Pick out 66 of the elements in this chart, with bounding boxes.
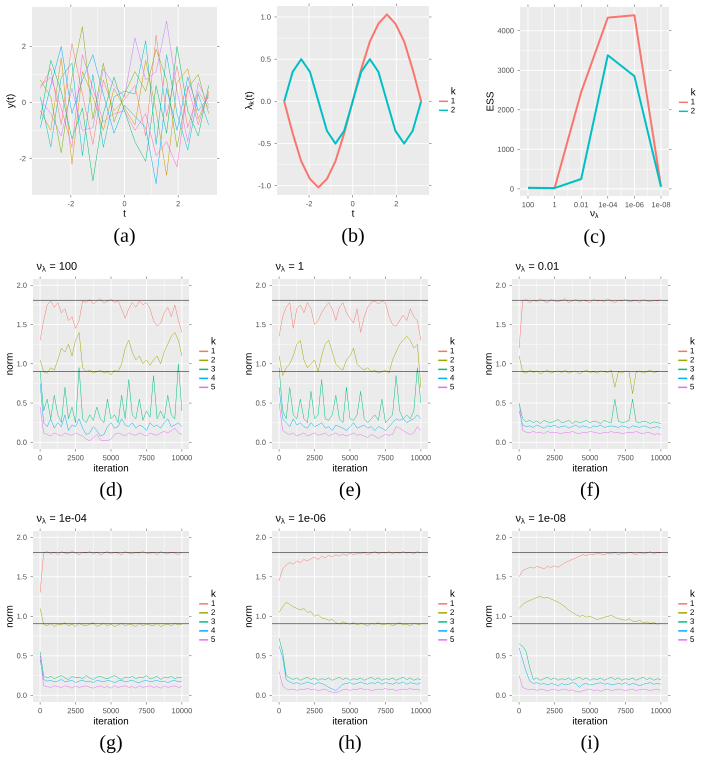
line-series	[518, 398, 662, 424]
line-series	[40, 383, 182, 436]
x-axis-title: t	[123, 210, 126, 217]
text: (f)	[580, 482, 600, 500]
legend-title: k	[450, 337, 455, 344]
line-series	[518, 402, 662, 435]
text: (g)	[100, 734, 122, 754]
line-series	[518, 298, 662, 348]
line-series	[40, 364, 182, 423]
y-axis-title: norm	[486, 353, 492, 375]
legend-title: k	[212, 590, 216, 597]
line-series	[278, 551, 422, 582]
chart-title: ν$_{λ}$ = 1e-08	[516, 514, 566, 524]
legend-title: k	[212, 337, 216, 344]
line-series	[518, 596, 662, 624]
line-series	[40, 298, 182, 341]
text: (d)	[100, 482, 122, 500]
x-axis-title: iteration	[94, 717, 128, 724]
text: (h)	[339, 734, 361, 754]
line-series	[278, 671, 422, 694]
line-series	[518, 356, 662, 394]
x-axis-title: iteration	[572, 464, 608, 472]
line-series	[278, 387, 422, 431]
line-series	[526, 14, 662, 190]
line-series	[283, 13, 422, 188]
chart-title: ν$_{λ}$ = 0.01	[516, 262, 559, 272]
legend-title: k	[450, 590, 455, 597]
legend-title: k	[690, 590, 695, 597]
legend-title: k	[451, 87, 456, 94]
x-axis-title: ν$_{λ}$	[590, 211, 598, 218]
x-axis-title: iteration	[94, 464, 128, 472]
line-series	[278, 638, 422, 681]
legend-title: k	[691, 88, 696, 96]
legend-title: k	[690, 337, 695, 344]
line-series	[40, 656, 182, 688]
x-axis-title: iteration	[332, 717, 368, 724]
chart-title: ν$_{λ}$ = 1e-04	[36, 514, 87, 524]
y-axis-title: λ$_{k}$(t)	[244, 92, 254, 110]
x-axis-title: t	[352, 210, 354, 217]
line-series	[518, 644, 662, 681]
line-series	[518, 648, 662, 688]
text: (i)	[581, 734, 599, 754]
line-series	[40, 652, 182, 680]
y-axis-title: norm	[246, 353, 252, 375]
line-series	[40, 608, 182, 627]
chart-title: ν$_{λ}$ = 1e-06	[276, 514, 326, 524]
line-series	[518, 675, 662, 692]
y-axis-title: norm	[7, 606, 13, 628]
line-series	[526, 54, 662, 190]
line-series	[40, 332, 182, 376]
line-series	[40, 550, 182, 593]
y-axis-title: y(t)	[6, 94, 16, 108]
chart-title: ν$_{λ}$ = 1	[276, 262, 304, 272]
y-axis-title: ESS	[486, 92, 494, 111]
line-series	[518, 410, 662, 428]
text: (b)	[342, 228, 364, 246]
text: (e)	[340, 482, 360, 500]
x-axis-title: iteration	[572, 717, 608, 724]
y-axis-title: norm	[7, 353, 13, 375]
text: (c)	[584, 228, 605, 248]
line-series	[278, 336, 422, 388]
y-axis-title: norm	[486, 606, 492, 628]
text: (a)	[114, 228, 135, 246]
chart-title: ν$_{λ}$ = 100	[36, 262, 77, 272]
x-axis-title: iteration	[332, 464, 368, 472]
y-axis-title: norm	[246, 606, 252, 628]
